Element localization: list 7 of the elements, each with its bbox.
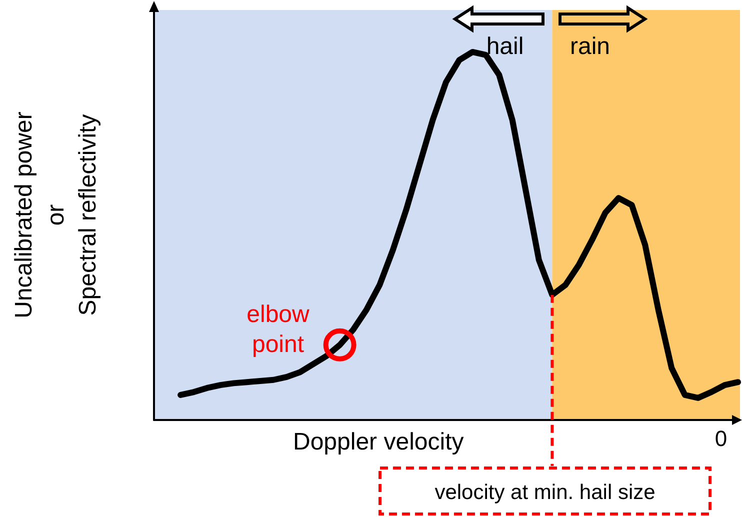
- text: velocity at min. hail size: [434, 481, 656, 504]
- text: 0: [714, 426, 728, 451]
- y-axis-title: Uncalibrated power or Spectral reflectivity: [10, 112, 102, 318]
- annotation: rain: [570, 33, 610, 60]
- x-axis-title: Doppler velocity: [293, 428, 464, 456]
- annotation: elbow point: [246, 301, 310, 358]
- annotation: hail: [486, 33, 524, 60]
